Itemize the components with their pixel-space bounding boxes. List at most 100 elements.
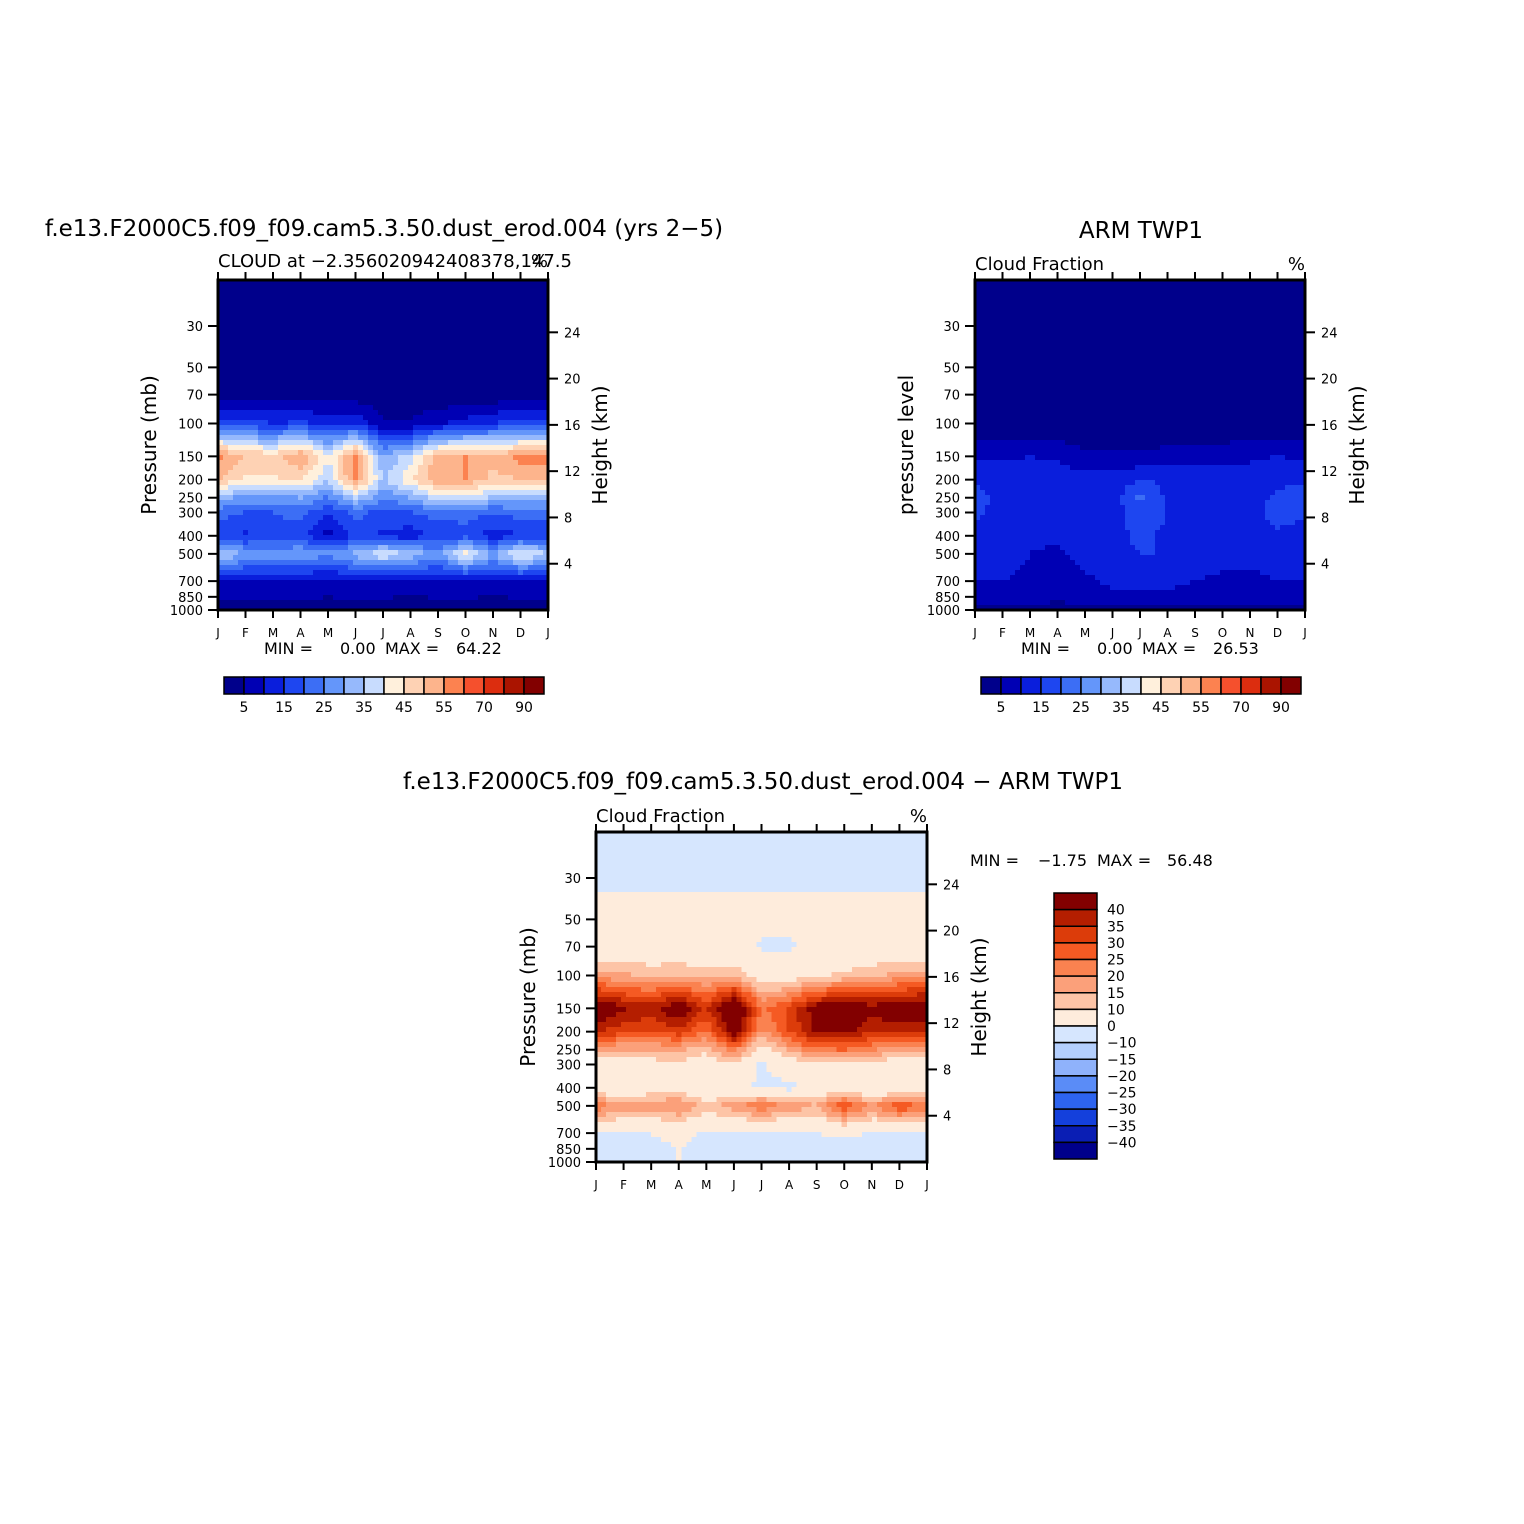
- contour-cell: [1250, 300, 1256, 306]
- contour-cell: [1100, 280, 1106, 286]
- contour-cell: [313, 605, 319, 611]
- contour-cell: [268, 570, 274, 576]
- contour-cell: [543, 345, 549, 351]
- contour-cell: [403, 580, 409, 586]
- contour-cell: [1255, 310, 1261, 316]
- contour-cell: [448, 455, 454, 461]
- contour-cell: [328, 395, 334, 401]
- contour-cell: [448, 490, 454, 496]
- contour-cell: [498, 300, 504, 306]
- contour-cell: [403, 430, 409, 436]
- contour-cell: [353, 595, 359, 601]
- contour-cell: [1265, 305, 1271, 311]
- contour-cell: [238, 520, 244, 526]
- contour-cell: [403, 290, 409, 296]
- contour-cell: [248, 600, 254, 606]
- contour-cell: [358, 470, 364, 476]
- contour-cell: [308, 540, 314, 546]
- contour-cell: [413, 495, 419, 501]
- contour-cell: [333, 555, 339, 561]
- contour-cell: [543, 385, 549, 391]
- contour-cell: [393, 390, 399, 396]
- contour-cell: [223, 475, 229, 481]
- contour-cell: [503, 290, 509, 296]
- contour-cell: [273, 395, 279, 401]
- contour-cell: [398, 455, 404, 461]
- contour-cell: [263, 580, 269, 586]
- contour-cell: [523, 595, 529, 601]
- contour-cell: [463, 585, 469, 591]
- contour-cell: [233, 535, 239, 541]
- contour-cell: [343, 505, 349, 511]
- contour-cell: [298, 500, 304, 506]
- contour-cell: [413, 410, 419, 416]
- contour-cell: [413, 480, 419, 486]
- contour-cell: [448, 560, 454, 566]
- contour-cell: [523, 440, 529, 446]
- contour-cell: [378, 435, 384, 441]
- contour-cell: [293, 450, 299, 456]
- contour-cell: [233, 370, 239, 376]
- contour-cell: [303, 520, 309, 526]
- contour-cell: [328, 295, 334, 301]
- contour-cell: [493, 510, 499, 516]
- contour-cell: [398, 575, 404, 581]
- contour-cell: [233, 320, 239, 326]
- contour-cell: [243, 360, 249, 366]
- contour-cell: [268, 435, 274, 441]
- contour-cell: [313, 555, 319, 561]
- contour-cell: [248, 385, 254, 391]
- contour-cell: [298, 280, 304, 286]
- contour-cell: [293, 465, 299, 471]
- contour-cell: [508, 440, 514, 446]
- contour-plot: J F M A M J J A S O N D J305070100150200250300400500…: [170, 272, 581, 640]
- contour-cell: [223, 410, 229, 416]
- contour-cell: [473, 595, 479, 601]
- contour-cell: [478, 405, 484, 411]
- contour-cell: [228, 290, 234, 296]
- contour-cell: [453, 450, 459, 456]
- contour-cell: [333, 295, 339, 301]
- contour-cell: [313, 585, 319, 591]
- contour-cell: [378, 335, 384, 341]
- contour-cell: [428, 485, 434, 491]
- contour-cell: [543, 355, 549, 361]
- contour-cell: [1040, 295, 1046, 301]
- contour-cell: [433, 530, 439, 536]
- contour-cell: [543, 590, 549, 596]
- contour-cell: [1115, 310, 1121, 316]
- contour-cell: [233, 565, 239, 571]
- contour-cell: [1125, 295, 1131, 301]
- contour-cell: [248, 580, 254, 586]
- contour-cell: [408, 565, 414, 571]
- y2-tick-label: 20: [564, 373, 581, 388]
- contour-cell: [343, 530, 349, 536]
- contour-cell: [223, 440, 229, 446]
- contour-cell: [538, 505, 544, 511]
- contour-cell: [323, 455, 329, 461]
- contour-cell: [1270, 315, 1276, 321]
- contour-cell: [348, 565, 354, 571]
- contour-cell: [1110, 300, 1116, 306]
- contour-cell: [323, 595, 329, 601]
- contour-cell: [348, 410, 354, 416]
- contour-cell: [488, 475, 494, 481]
- contour-cell: [533, 505, 539, 511]
- contour-cell: [303, 440, 309, 446]
- contour-cell: [258, 370, 264, 376]
- contour-cell: [418, 555, 424, 561]
- contour-cell: [473, 570, 479, 576]
- contour-cell: [523, 380, 529, 386]
- contour-cell: [458, 520, 464, 526]
- contour-cell: [473, 280, 479, 286]
- contour-cell: [1075, 305, 1081, 311]
- contour-cell: [248, 535, 254, 541]
- contour-cell: [518, 330, 524, 336]
- contour-cell: [323, 440, 329, 446]
- contour-cell: [238, 300, 244, 306]
- contour-cell: [388, 335, 394, 341]
- contour-cell: [543, 465, 549, 471]
- contour-cell: [273, 335, 279, 341]
- contour-cell: [243, 570, 249, 576]
- contour-cell: [518, 475, 524, 481]
